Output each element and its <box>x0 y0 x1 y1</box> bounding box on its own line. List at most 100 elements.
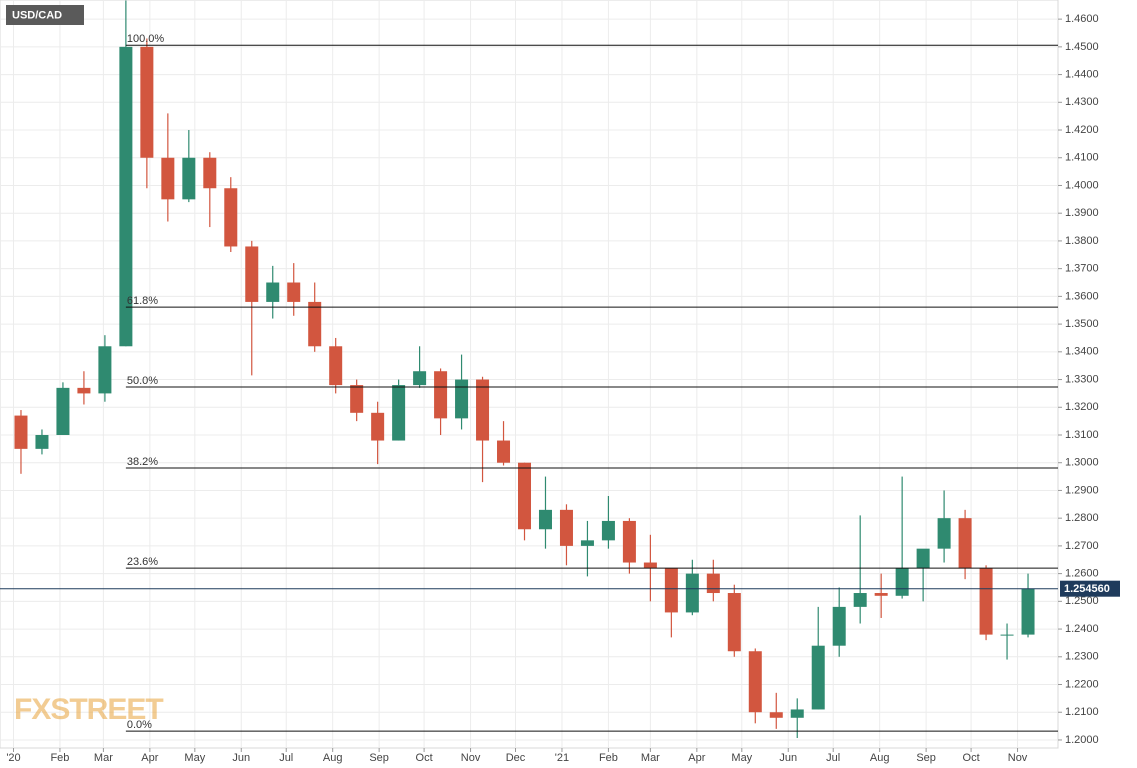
current-price-tag <box>1060 580 1120 597</box>
candle-body <box>119 46 133 347</box>
candle-body <box>874 593 888 596</box>
candle-body <box>518 462 532 530</box>
candle-body <box>287 282 301 302</box>
x-tick-label: Dec <box>506 752 526 764</box>
candle-body <box>245 246 259 302</box>
y-tick-label: 1.3500 <box>1065 318 1099 330</box>
candle-body <box>434 371 448 419</box>
candle-body <box>35 434 49 449</box>
x-tick-label: '20 <box>6 752 20 764</box>
y-tick-label: 1.2300 <box>1065 651 1099 663</box>
candle-body <box>350 385 364 413</box>
candle-body <box>853 593 867 607</box>
candle-body <box>98 346 112 394</box>
y-tick-label: 1.4500 <box>1065 41 1099 53</box>
x-tick-label: Apr <box>141 752 158 764</box>
fib-label: 100.0% <box>127 33 165 45</box>
candle-body <box>622 520 636 563</box>
candle-body <box>266 282 280 302</box>
candle-body <box>1000 634 1014 636</box>
candle-body <box>308 301 322 347</box>
candle-body <box>790 709 804 718</box>
x-tick-label: '21 <box>555 752 569 764</box>
candle-body <box>329 346 343 386</box>
candle-body <box>580 540 594 546</box>
candle-body <box>937 518 951 549</box>
candle-body <box>706 573 720 594</box>
x-tick-label: Aug <box>323 752 343 764</box>
candle-body <box>958 518 972 569</box>
title-box <box>6 5 84 25</box>
fib-label: 50.0% <box>127 375 158 387</box>
y-tick-label: 1.3400 <box>1065 346 1099 358</box>
y-tick-label: 1.4000 <box>1065 179 1099 191</box>
y-tick-label: 1.2600 <box>1065 568 1099 580</box>
y-tick-label: 1.2200 <box>1065 678 1099 690</box>
y-tick-label: 1.3900 <box>1065 207 1099 219</box>
candle-body <box>643 562 657 569</box>
y-tick-label: 1.3200 <box>1065 401 1099 413</box>
x-tick-label: Feb <box>599 752 618 764</box>
candle-body <box>371 412 385 441</box>
candle-body <box>769 712 783 718</box>
y-tick-label: 1.2100 <box>1065 706 1099 718</box>
plot-area <box>0 0 1059 749</box>
y-tick-label: 1.3800 <box>1065 235 1099 247</box>
candle-body <box>161 157 175 200</box>
candle-body <box>664 568 678 613</box>
candle-body <box>916 548 930 569</box>
y-tick-label: 1.4100 <box>1065 152 1099 164</box>
x-tick-label: Jun <box>232 752 250 764</box>
x-tick-label: Oct <box>963 752 980 764</box>
candle-body <box>182 157 196 200</box>
x-tick-label: Oct <box>416 752 433 764</box>
x-tick-label: Jun <box>779 752 797 764</box>
x-tick-label: Sep <box>916 752 936 764</box>
y-tick-label: 1.2000 <box>1065 734 1099 746</box>
y-tick-label: 1.3000 <box>1065 457 1099 469</box>
candle-body <box>203 157 217 189</box>
x-tick-label: Mar <box>94 752 113 764</box>
current-price-label: 1.254560 <box>1064 583 1110 595</box>
candle-body <box>832 606 846 646</box>
x-tick-label: Sep <box>369 752 389 764</box>
fib-label: 61.8% <box>127 295 158 307</box>
candle-body <box>77 387 91 394</box>
candle-body <box>811 645 825 710</box>
y-tick-label: 1.4600 <box>1065 13 1099 25</box>
candle-body <box>455 379 469 419</box>
y-tick-label: 1.2700 <box>1065 540 1099 552</box>
y-tick-label: 1.4400 <box>1065 68 1099 80</box>
candle-body <box>14 415 28 449</box>
y-tick-label: 1.3700 <box>1065 263 1099 275</box>
x-tick-label: Jul <box>279 752 293 764</box>
candle-body <box>392 385 406 441</box>
x-tick-label: Jul <box>826 752 840 764</box>
candle-body <box>476 379 490 441</box>
candle-body <box>559 509 573 546</box>
candle-body <box>727 593 741 652</box>
candle-body <box>748 651 762 713</box>
candle-body <box>979 568 993 635</box>
x-tick-label: Apr <box>688 752 705 764</box>
y-tick-label: 1.3100 <box>1065 429 1099 441</box>
y-tick-label: 1.3300 <box>1065 373 1099 385</box>
y-tick-label: 1.2900 <box>1065 484 1099 496</box>
y-tick-label: 1.3600 <box>1065 290 1099 302</box>
candle-body <box>895 568 909 596</box>
x-tick-label: Aug <box>870 752 890 764</box>
candle-body <box>1021 588 1035 635</box>
y-tick-label: 1.4200 <box>1065 124 1099 136</box>
candle-body <box>601 520 615 541</box>
y-tick-label: 1.2800 <box>1065 512 1099 524</box>
fib-label: 38.2% <box>127 456 158 468</box>
y-tick-label: 1.2500 <box>1065 595 1099 607</box>
x-tick-label: Feb <box>50 752 69 764</box>
candle-body <box>497 440 511 463</box>
candle-body <box>538 509 552 530</box>
candle-body <box>224 188 238 247</box>
x-tick-label: Nov <box>461 752 481 764</box>
fib-label: 23.6% <box>127 556 158 568</box>
candle-body <box>413 371 427 386</box>
